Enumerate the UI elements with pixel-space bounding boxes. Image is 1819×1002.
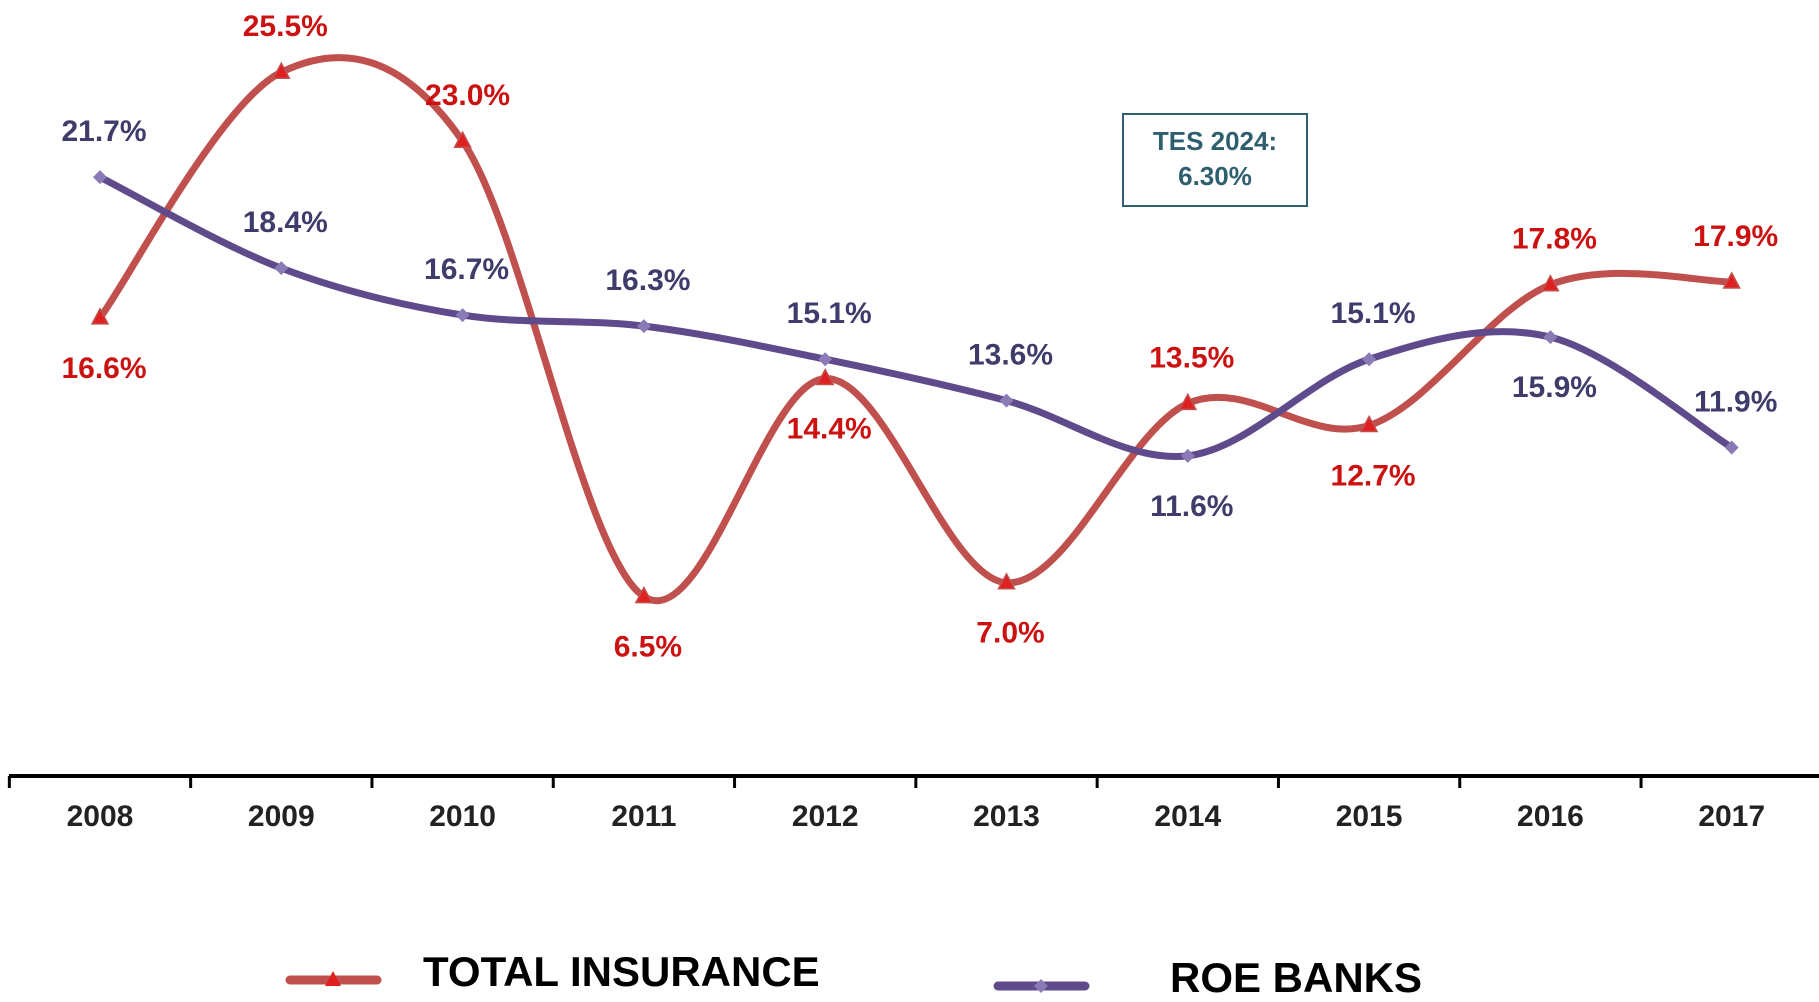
data-label: 7.0%: [976, 617, 1044, 650]
marker: [1180, 448, 1195, 463]
data-label: 15.9%: [1512, 371, 1597, 404]
data-label: 14.4%: [787, 412, 872, 445]
data-label: 11.9%: [1694, 385, 1777, 418]
marker: [90, 307, 110, 325]
marker: [1359, 414, 1379, 433]
marker: [999, 393, 1014, 408]
x-tick-label: 2016: [1517, 800, 1584, 833]
marker: [634, 586, 654, 604]
data-label: 17.9%: [1693, 220, 1778, 253]
x-tick-label: 2017: [1698, 800, 1765, 833]
annotation-text: 6.30%: [1178, 161, 1252, 191]
legend-label: TOTAL INSURANCE: [423, 948, 820, 995]
annotation-text: TES 2024:: [1153, 126, 1277, 156]
x-tick-label: 2009: [248, 800, 315, 833]
marker: [272, 61, 291, 79]
marker: [274, 261, 289, 276]
marker: [636, 319, 651, 334]
data-label: 6.5%: [614, 631, 682, 664]
data-label: 15.1%: [1331, 297, 1416, 330]
marker: [818, 352, 833, 367]
marker: [1543, 330, 1558, 345]
x-tick-label: 2015: [1336, 800, 1403, 833]
data-label: 18.4%: [243, 206, 328, 239]
series-line: [96, 173, 1736, 461]
marker: [997, 572, 1016, 590]
marker: [815, 367, 835, 386]
data-label: 13.5%: [1149, 341, 1234, 374]
x-tick-label: 2013: [973, 800, 1040, 833]
data-label: 16.3%: [605, 264, 690, 297]
series-line: [96, 54, 1736, 604]
data-label: 16.7%: [424, 253, 509, 286]
data-label: 12.7%: [1331, 459, 1416, 492]
marker: [1722, 271, 1741, 289]
x-tick-label: 2012: [792, 800, 859, 833]
marker: [1362, 352, 1377, 367]
data-label: 13.6%: [968, 339, 1053, 372]
legend-label: ROE BANKS: [1170, 954, 1422, 1001]
annotation-box: [1122, 113, 1308, 207]
data-label: 23.0%: [425, 79, 510, 112]
x-tick-label: 2010: [429, 800, 496, 833]
marker: [455, 308, 470, 323]
x-tick-label: 2014: [1154, 800, 1221, 833]
x-tick-label: 2008: [67, 800, 134, 833]
data-label: 16.6%: [61, 352, 146, 385]
marker: [1541, 274, 1560, 292]
data-label: 21.7%: [61, 115, 146, 148]
data-label: 15.1%: [787, 297, 872, 330]
data-label: 17.8%: [1512, 223, 1597, 256]
x-tick-label: 2011: [611, 800, 676, 833]
legend-marker: [1034, 979, 1048, 993]
marker: [93, 170, 107, 185]
data-label: 11.6%: [1150, 490, 1233, 523]
legend-marker: [325, 971, 341, 986]
marker: [1724, 440, 1739, 455]
data-label: 25.5%: [243, 10, 328, 43]
marker: [453, 130, 472, 148]
marker: [1178, 392, 1198, 411]
